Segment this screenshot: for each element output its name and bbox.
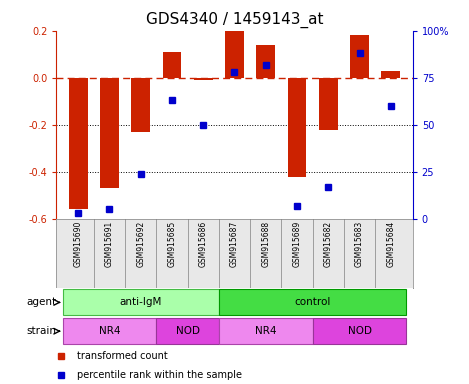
Text: NOD: NOD bbox=[175, 326, 200, 336]
Title: GDS4340 / 1459143_at: GDS4340 / 1459143_at bbox=[146, 12, 323, 28]
Text: GSM915686: GSM915686 bbox=[199, 221, 208, 267]
Text: GSM915692: GSM915692 bbox=[136, 221, 145, 267]
Text: strain: strain bbox=[27, 326, 57, 336]
Bar bbox=[100, 78, 119, 188]
Text: GSM915691: GSM915691 bbox=[105, 221, 114, 267]
Bar bbox=[319, 78, 338, 129]
FancyBboxPatch shape bbox=[219, 318, 313, 344]
Bar bbox=[287, 78, 306, 177]
Bar bbox=[194, 78, 212, 80]
Text: NOD: NOD bbox=[348, 326, 371, 336]
Text: GSM915688: GSM915688 bbox=[261, 221, 270, 267]
Bar bbox=[350, 35, 369, 78]
Bar bbox=[131, 78, 150, 132]
FancyBboxPatch shape bbox=[219, 290, 407, 315]
Text: GSM915682: GSM915682 bbox=[324, 221, 333, 267]
Bar bbox=[257, 45, 275, 78]
Text: GSM915687: GSM915687 bbox=[230, 221, 239, 267]
Bar bbox=[225, 31, 244, 78]
Text: GSM915689: GSM915689 bbox=[293, 221, 302, 267]
FancyBboxPatch shape bbox=[313, 318, 407, 344]
Bar bbox=[69, 78, 88, 210]
Bar bbox=[163, 52, 182, 78]
Text: GSM915683: GSM915683 bbox=[355, 221, 364, 267]
Text: control: control bbox=[295, 297, 331, 308]
FancyBboxPatch shape bbox=[62, 318, 156, 344]
Bar bbox=[381, 71, 400, 78]
Text: NR4: NR4 bbox=[98, 326, 120, 336]
Text: GSM915690: GSM915690 bbox=[74, 221, 83, 267]
FancyBboxPatch shape bbox=[62, 290, 219, 315]
Text: GSM915684: GSM915684 bbox=[386, 221, 395, 267]
Text: NR4: NR4 bbox=[255, 326, 277, 336]
Text: anti-IgM: anti-IgM bbox=[120, 297, 162, 308]
FancyBboxPatch shape bbox=[156, 318, 219, 344]
Text: agent: agent bbox=[27, 297, 57, 308]
Text: transformed count: transformed count bbox=[77, 351, 168, 361]
Text: GSM915685: GSM915685 bbox=[167, 221, 176, 267]
Text: percentile rank within the sample: percentile rank within the sample bbox=[77, 370, 242, 380]
